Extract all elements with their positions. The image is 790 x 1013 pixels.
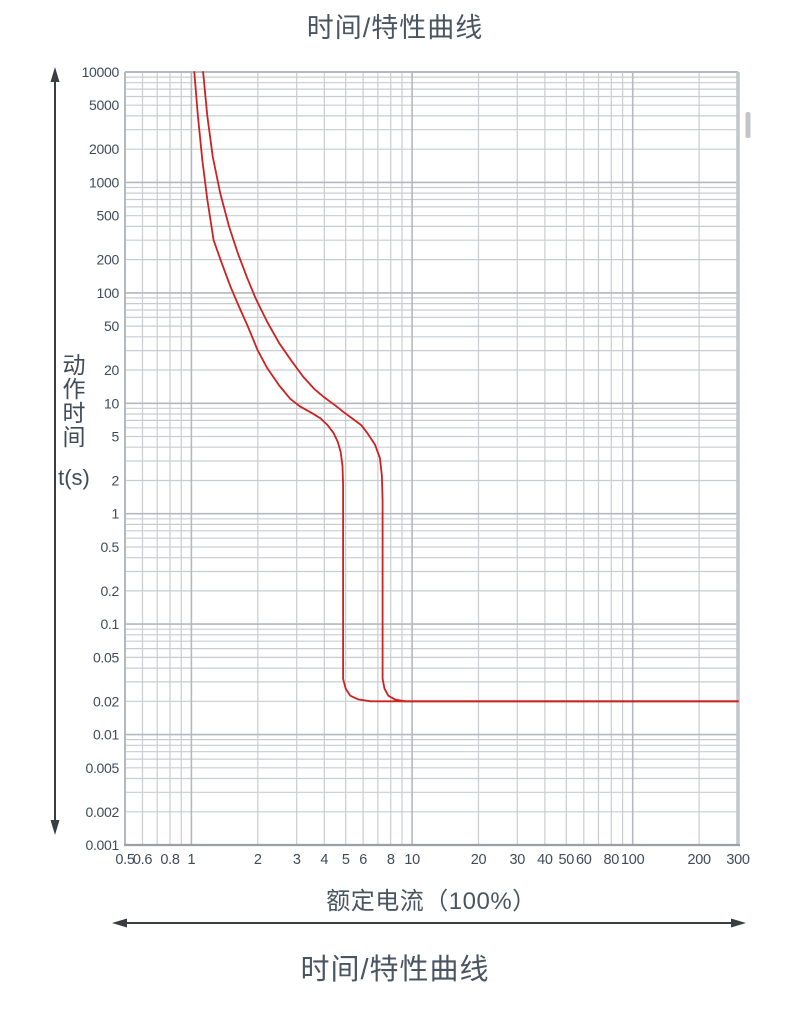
y-axis-arrow-up-icon [50,67,60,82]
x-tick-label: 2 [254,852,262,868]
x-tick-label: 0.6 [133,852,152,868]
y-tick-label: 0.001 [85,837,119,853]
y-tick-label: 0.05 [93,649,120,665]
x-tick-label: 50 [559,852,575,868]
x-tick-label: 6 [359,852,367,868]
x-tick-label: 4 [320,852,328,868]
y-tick-label: 5000 [89,97,119,113]
x-tick-label: 5 [342,852,350,868]
y-tick-label: 1000 [89,174,119,190]
y-tick-label: 10000 [82,64,120,80]
y-axis-title: 动作时间 [62,352,86,450]
y-tick-label: 0.002 [85,804,119,820]
y-tick-label: 200 [97,252,120,268]
x-tick-label: 10 [404,852,420,868]
y-tick-label: 10 [104,395,119,411]
x-axis-title: 额定电流（100%） [326,888,537,915]
x-tick-label: 8 [387,852,395,868]
y-axis-arrow-down-icon [50,820,60,835]
y-tick-label: 0.2 [100,583,119,599]
page-caption: 时间/特性曲线 [300,954,490,986]
x-tick-label: 200 [687,852,711,868]
x-tick-label: 1 [188,852,196,868]
right-margin-mark [745,112,751,138]
y-tick-label: 0.01 [93,727,120,743]
x-tick-label: 100 [621,852,645,868]
y-tick-label: 2 [112,473,120,489]
lower-trip-curve [193,71,739,703]
y-tick-label: 2000 [89,141,119,157]
x-tick-label: 0.5 [115,852,134,868]
x-tick-label: 300 [726,852,750,868]
y-tick-label: 100 [97,285,120,301]
x-axis-arrow-right-icon [731,918,746,928]
chart-title-top: 时间/特性曲线 [306,13,484,43]
y-tick-label: 1 [112,506,120,522]
x-tick-label: 30 [510,852,526,868]
y-tick-label: 0.1 [100,616,119,632]
y-tick-label: 500 [97,208,120,224]
x-axis-arrow-left-icon [112,918,127,928]
x-tick-label: 0.8 [160,852,179,868]
y-tick-label: 0.02 [93,693,120,709]
y-tick-label: 5 [112,429,120,445]
x-tick-label: 80 [604,852,620,868]
x-tick-label: 60 [576,852,592,868]
upper-trip-curve [202,71,739,703]
y-tick-label: 50 [104,318,119,334]
y-tick-label: 0.005 [85,760,119,776]
x-tick-label: 40 [537,852,553,868]
x-tick-label: 20 [471,852,487,868]
y-axis-unit: t(s) [58,465,90,490]
y-tick-label: 0.5 [100,539,119,555]
y-tick-label: 20 [104,362,119,378]
x-tick-label: 3 [293,852,301,868]
